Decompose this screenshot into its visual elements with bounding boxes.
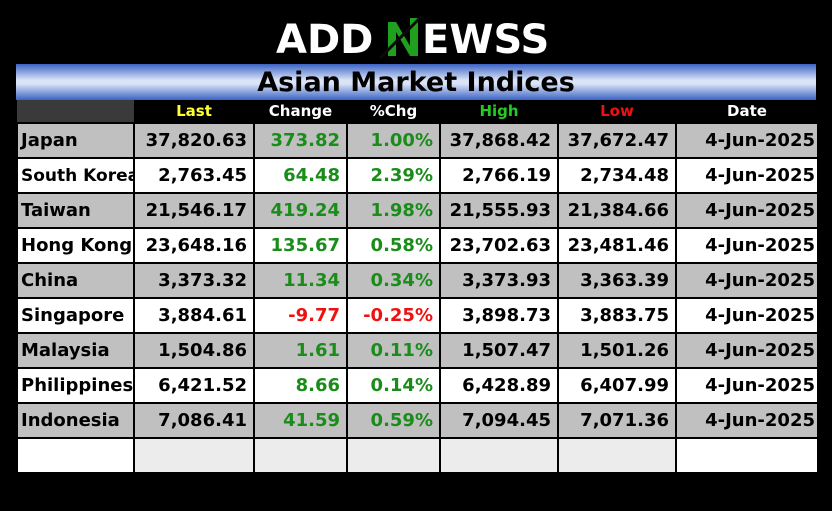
- pct-change-value: 1.00%: [346, 122, 441, 159]
- market-table: Last Change %Chg High Low Date Japan 37,…: [16, 100, 819, 474]
- high-value: 2,766.19: [439, 157, 559, 194]
- page-title: Asian Market Indices: [257, 66, 575, 98]
- header-blank: [17, 100, 134, 123]
- empty-cell: [557, 437, 677, 474]
- date-value: 4-Jun-2025: [675, 122, 819, 159]
- empty-cell: [439, 437, 559, 474]
- change-value: 64.48: [253, 157, 348, 194]
- pct-change-value: -0.25%: [346, 297, 441, 334]
- low-value: 2,734.48: [557, 157, 677, 194]
- date-value: 4-Jun-2025: [675, 332, 819, 369]
- last-value: 23,648.16: [133, 227, 255, 264]
- high-value: 21,555.93: [439, 192, 559, 229]
- logo-mark: ADD EWSS: [276, 14, 549, 62]
- low-value: 3,363.39: [557, 262, 677, 299]
- date-value: 4-Jun-2025: [675, 157, 819, 194]
- change-value: 8.66: [253, 367, 348, 404]
- high-value: 1,507.47: [439, 332, 559, 369]
- empty-cell: [253, 437, 348, 474]
- change-value: 419.24: [253, 192, 348, 229]
- index-name: Malaysia: [16, 332, 135, 369]
- date-value: 4-Jun-2025: [675, 262, 819, 299]
- pct-change-value: 0.14%: [346, 367, 441, 404]
- last-value: 21,546.17: [133, 192, 255, 229]
- last-value: 2,763.45: [133, 157, 255, 194]
- logo-n-slash: [378, 14, 424, 60]
- low-value: 3,883.75: [557, 297, 677, 334]
- low-value: 6,407.99: [557, 367, 677, 404]
- date-value: 4-Jun-2025: [675, 367, 819, 404]
- logo-part-ewss: EWSS: [422, 17, 549, 62]
- index-name: Indonesia: [16, 402, 135, 439]
- header-low: Low: [558, 100, 676, 123]
- index-name: Japan: [16, 122, 135, 159]
- change-value: 41.59: [253, 402, 348, 439]
- empty-cell: [346, 437, 441, 474]
- table-row: Indonesia 7,086.41 41.59 0.59% 7,094.45 …: [16, 402, 819, 439]
- empty-cell: [133, 437, 255, 474]
- high-value: 37,868.42: [439, 122, 559, 159]
- header-row: Last Change %Chg High Low Date: [17, 100, 818, 123]
- header-date: Date: [676, 100, 818, 123]
- pct-change-value: 0.59%: [346, 402, 441, 439]
- last-value: 7,086.41: [133, 402, 255, 439]
- low-value: 37,672.47: [557, 122, 677, 159]
- header-pct-change: %Chg: [347, 100, 440, 123]
- high-value: 3,373.93: [439, 262, 559, 299]
- pct-change-value: 2.39%: [346, 157, 441, 194]
- high-value: 23,702.63: [439, 227, 559, 264]
- table-row: Philippines 6,421.52 8.66 0.14% 6,428.89…: [16, 367, 819, 404]
- index-name: Taiwan: [16, 192, 135, 229]
- last-value: 1,504.86: [133, 332, 255, 369]
- table-row: South Korea 2,763.45 64.48 2.39% 2,766.1…: [16, 157, 819, 194]
- pct-change-value: 0.58%: [346, 227, 441, 264]
- low-value: 1,501.26: [557, 332, 677, 369]
- last-value: 37,820.63: [133, 122, 255, 159]
- date-value: 4-Jun-2025: [675, 227, 819, 264]
- change-value: 11.34: [253, 262, 348, 299]
- table-row: Singapore 3,884.61 -9.77 -0.25% 3,898.73…: [16, 297, 819, 334]
- high-value: 6,428.89: [439, 367, 559, 404]
- date-value: 4-Jun-2025: [675, 192, 819, 229]
- header-last: Last: [134, 100, 254, 123]
- index-name: Hong Kong: [16, 227, 135, 264]
- last-value: 3,884.61: [133, 297, 255, 334]
- logo-part-add: ADD: [276, 17, 373, 62]
- low-value: 7,071.36: [557, 402, 677, 439]
- empty-cell: [675, 437, 819, 474]
- high-value: 7,094.45: [439, 402, 559, 439]
- index-name: South Korea: [16, 157, 135, 194]
- header-high: High: [440, 100, 558, 123]
- index-name: Singapore: [16, 297, 135, 334]
- index-name: Philippines: [16, 367, 135, 404]
- change-value: 135.67: [253, 227, 348, 264]
- pct-change-value: 0.11%: [346, 332, 441, 369]
- date-value: 4-Jun-2025: [675, 402, 819, 439]
- title-banner: Asian Market Indices: [16, 64, 816, 100]
- low-value: 23,481.46: [557, 227, 677, 264]
- date-value: 4-Jun-2025: [675, 297, 819, 334]
- change-value: 1.61: [253, 332, 348, 369]
- index-name: China: [16, 262, 135, 299]
- last-value: 3,373.32: [133, 262, 255, 299]
- high-value: 3,898.73: [439, 297, 559, 334]
- pct-change-value: 1.98%: [346, 192, 441, 229]
- header-change: Change: [254, 100, 347, 123]
- table-row: Hong Kong 23,648.16 135.67 0.58% 23,702.…: [16, 227, 819, 264]
- table-row: Japan 37,820.63 373.82 1.00% 37,868.42 3…: [16, 122, 819, 159]
- change-value: -9.77: [253, 297, 348, 334]
- empty-row: [16, 437, 819, 474]
- table-row: China 3,373.32 11.34 0.34% 3,373.93 3,36…: [16, 262, 819, 299]
- empty-cell: [16, 437, 135, 474]
- last-value: 6,421.52: [133, 367, 255, 404]
- low-value: 21,384.66: [557, 192, 677, 229]
- change-value: 373.82: [253, 122, 348, 159]
- logo-n-mark: [378, 14, 424, 60]
- table-row: Malaysia 1,504.86 1.61 0.11% 1,507.47 1,…: [16, 332, 819, 369]
- table-row: Taiwan 21,546.17 419.24 1.98% 21,555.93 …: [16, 192, 819, 229]
- pct-change-value: 0.34%: [346, 262, 441, 299]
- addnewss-logo: ADD EWSS: [0, 14, 832, 64]
